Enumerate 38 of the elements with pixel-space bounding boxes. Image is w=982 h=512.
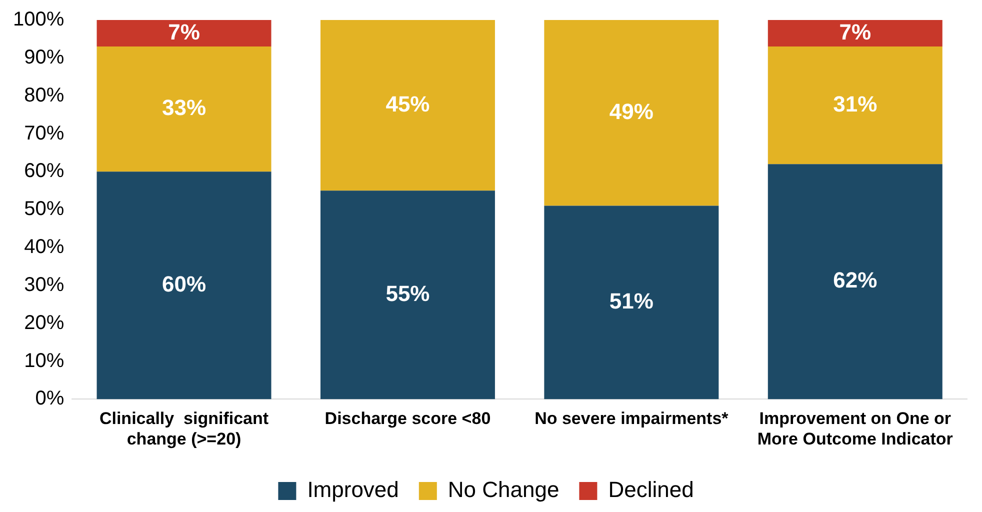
y-tick-label: 10%	[24, 350, 64, 372]
bar	[96, 172, 272, 400]
y-tick-label: 30%	[24, 274, 64, 296]
bar	[320, 190, 495, 400]
data-label: 55%	[386, 280, 430, 306]
legend-label: Improved	[307, 477, 399, 502]
y-tick-label: 40%	[24, 236, 64, 258]
bar	[320, 20, 495, 191]
data-label: 62%	[833, 268, 878, 293]
bar	[544, 20, 719, 206]
bar	[768, 46, 942, 164]
data-label: 49%	[609, 98, 654, 124]
bar	[96, 46, 272, 172]
data-label: 31%	[833, 91, 878, 116]
legend-label: No Change	[448, 477, 560, 502]
legend-label: Declined	[608, 477, 694, 502]
data-label: 33%	[162, 95, 206, 120]
y-tick-label: 80%	[24, 84, 64, 106]
data-label: 60%	[162, 272, 206, 297]
x-tick-label: Discharge score <80	[324, 409, 491, 428]
x-tick-label: Clinically significant change (>=20)	[99, 409, 269, 448]
data-label: 7%	[168, 19, 200, 44]
y-tick-label: 50%	[24, 198, 64, 220]
bar	[768, 20, 942, 47]
y-tick-label: 90%	[24, 46, 64, 68]
y-tick-label: 60%	[24, 160, 64, 182]
bar	[768, 164, 942, 400]
y-tick-label: 20%	[24, 312, 64, 334]
data-label: 7%	[839, 19, 872, 44]
y-tick-label: 100%	[12, 8, 64, 31]
x-tick-label: No severe impairments*	[534, 409, 729, 428]
bar	[544, 206, 719, 400]
y-tick-label: 70%	[24, 122, 64, 144]
y-tick-label: 0%	[35, 388, 64, 410]
data-label: 45%	[386, 91, 430, 116]
data-label: 51%	[609, 288, 654, 314]
x-tick-label: Improvement on One or More Outcome Indicator	[757, 409, 954, 448]
bar	[96, 20, 272, 47]
